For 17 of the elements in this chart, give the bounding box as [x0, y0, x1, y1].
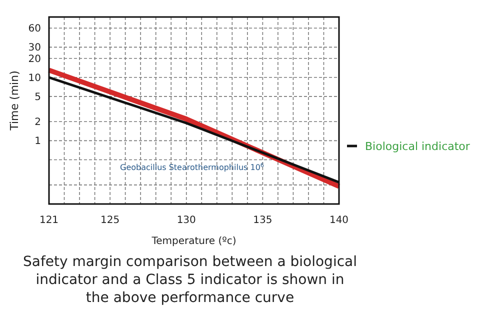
y-tick-label: 10 — [28, 72, 41, 84]
y-tick-label: 5 — [34, 92, 41, 103]
x-tick-label: 135 — [253, 215, 272, 226]
x-tick-label: 140 — [329, 215, 349, 226]
legend-label: Biological indicator — [365, 140, 470, 153]
annotation: Geobacillus Stearothermophilus 10$^{6}$ — [120, 162, 264, 172]
y-tick-label: 1 — [34, 136, 41, 148]
text: Safety margin comparison between a biological indicator and a Class 5 indicator is shown in the above performance curve — [22, 254, 358, 306]
y-axis-title: Time (min) — [8, 70, 21, 132]
x-tick-label: 121 — [39, 215, 59, 226]
y-tick-label: 30 — [28, 42, 41, 54]
x-tick-label: 130 — [176, 215, 196, 226]
y-tick-label: 2 — [34, 117, 41, 128]
x-tick-label: 125 — [100, 215, 120, 226]
x-axis-title: Temperature (ºc) — [150, 236, 236, 247]
y-tick-label: 20 — [28, 54, 41, 65]
y-tick-label: 60 — [28, 24, 41, 35]
